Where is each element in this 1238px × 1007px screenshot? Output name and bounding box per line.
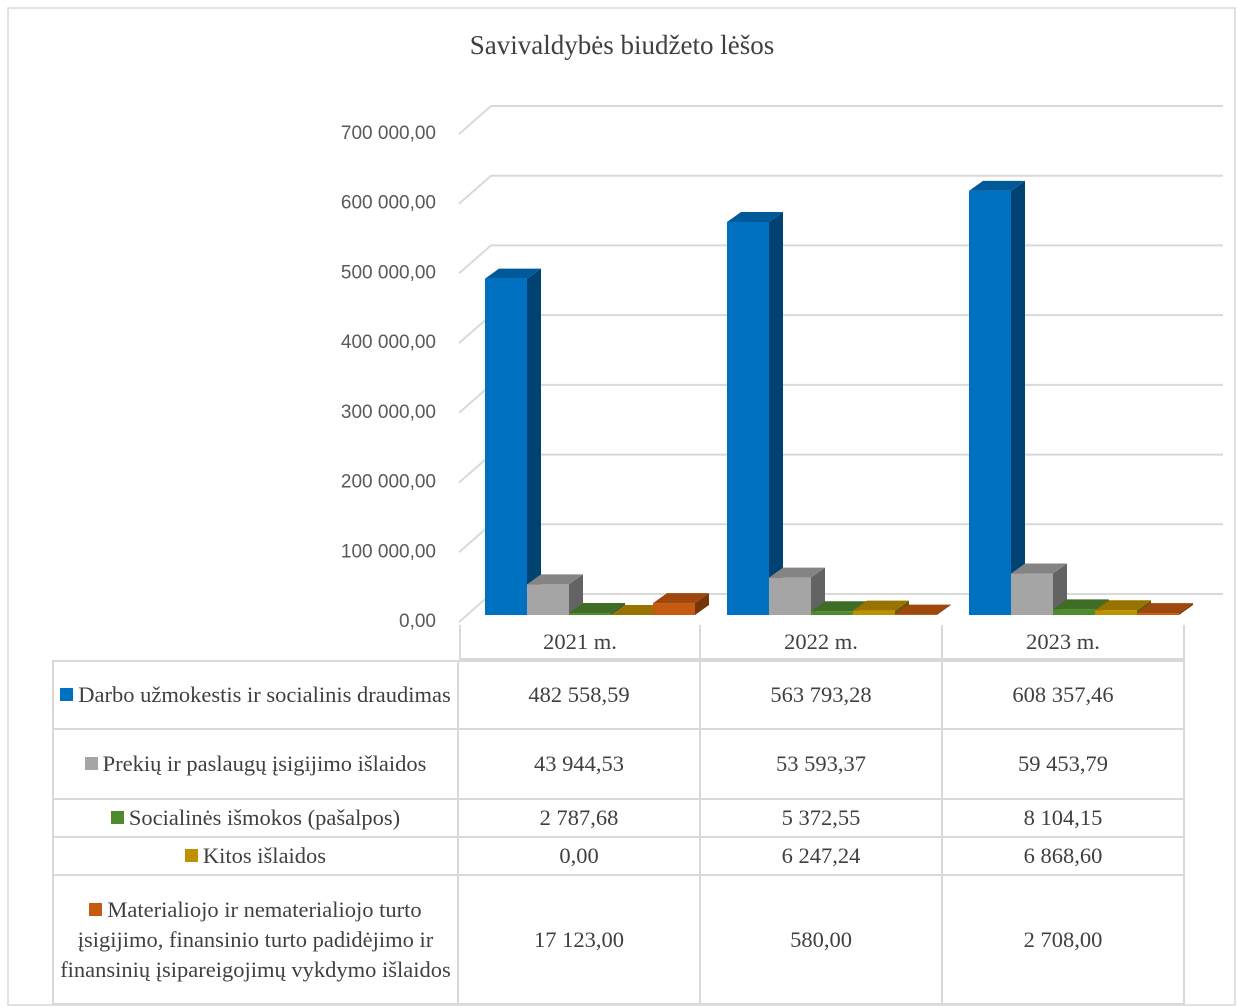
value-cell: 2 787,68 <box>459 800 701 838</box>
y-tick-label: 200 000,00 <box>341 472 436 493</box>
bar-top <box>1011 563 1067 574</box>
y-tick-label: 0,00 <box>399 611 436 632</box>
bar <box>1011 573 1053 615</box>
bar-top <box>895 604 951 615</box>
legend-entry: Materialiojo ir nematerialiojo turto įsi… <box>58 895 453 985</box>
bar <box>727 221 769 615</box>
value-cell: 53 593,37 <box>701 730 943 800</box>
grid-line <box>458 174 1223 205</box>
bar-side <box>611 603 625 615</box>
value-cell: 5 372,55 <box>701 800 943 838</box>
bar-top <box>853 600 909 611</box>
y-tick-label: 500 000,00 <box>341 262 436 283</box>
legend-key <box>110 811 124 824</box>
legend-cell: Materialiojo ir nematerialiojo turto įsi… <box>52 876 459 1005</box>
y-tick-label: 600 000,00 <box>341 193 436 214</box>
bar-side <box>895 600 909 615</box>
bar <box>769 577 811 615</box>
legend-label: Kitos išlaidos <box>202 843 327 868</box>
value-cell: 2 708,00 <box>943 876 1185 1005</box>
legend-label: Socialinės išmokos (pašalpos) <box>128 805 401 830</box>
legend-key <box>84 757 98 770</box>
grid-line <box>458 105 1223 135</box>
column-header: 2023 m. <box>943 625 1185 660</box>
legend-key <box>60 688 74 701</box>
legend-entry: Kitos išlaidos <box>184 841 327 871</box>
bar <box>1095 610 1137 615</box>
value-cell: 608 357,46 <box>943 660 1185 730</box>
bar-top <box>569 603 625 614</box>
bar-top <box>527 574 583 585</box>
legend-key <box>184 849 198 862</box>
chart-border <box>7 7 1236 1006</box>
bar-side <box>569 574 583 615</box>
legend-label: Materialiojo ir nematerialiojo turto įsi… <box>60 896 451 982</box>
bar <box>853 610 895 615</box>
value-cell: 6 247,24 <box>701 838 943 876</box>
legend-cell: Socialinės išmokos (pašalpos) <box>52 800 459 838</box>
bar-top <box>969 180 1025 191</box>
bar-top <box>1137 603 1193 614</box>
value-cell: 6 868,60 <box>943 838 1185 876</box>
bar-top <box>1095 600 1151 611</box>
bar <box>1137 613 1179 615</box>
chart-title: Savivaldybės biudžeto lėšos <box>470 30 774 60</box>
bar-side <box>1011 180 1025 615</box>
y-tick-label: 400 000,00 <box>341 332 436 353</box>
bar-side <box>695 593 709 615</box>
value-cell: 482 558,59 <box>459 660 701 730</box>
bar <box>811 611 853 615</box>
bar-side <box>527 268 541 615</box>
value-cell: 59 453,79 <box>943 730 1185 800</box>
bar-side <box>937 604 951 615</box>
bar-side <box>769 211 783 615</box>
legend-entry: Socialinės išmokos (pašalpos) <box>110 803 401 833</box>
value-cell: 563 793,28 <box>701 660 943 730</box>
bar <box>969 190 1011 615</box>
value-cell: 17 123,00 <box>459 876 701 1005</box>
legend-label: Prekių ir paslaugų įsigijimo išlaidos <box>102 751 427 776</box>
y-tick-label: 100 000,00 <box>341 541 436 562</box>
bar-top <box>811 601 867 612</box>
bar-top <box>653 593 709 604</box>
y-tick-label: 300 000,00 <box>341 402 436 423</box>
bar <box>653 603 695 615</box>
legend-key <box>89 902 103 916</box>
legend-entry: Darbo užmokestis ir socialinis draudimas <box>60 680 451 710</box>
value-cell: 43 944,53 <box>459 730 701 800</box>
legend-cell: Darbo užmokestis ir socialinis draudimas <box>52 660 459 730</box>
bar-top <box>1053 599 1109 610</box>
legend-label: Darbo užmokestis ir socialinis draudimas <box>78 682 451 707</box>
bar-top <box>485 268 541 279</box>
value-cell: 8 104,15 <box>943 800 1185 838</box>
bar-top <box>769 567 825 578</box>
bar-side <box>811 567 825 615</box>
column-header: 2022 m. <box>701 625 943 660</box>
value-cell: 0,00 <box>459 838 701 876</box>
y-tick-label: 700 000,00 <box>341 123 436 144</box>
bar-side <box>1179 603 1193 615</box>
legend-entry: Prekių ir paslaugų įsigijimo išlaidos <box>84 749 427 779</box>
bar <box>485 278 527 615</box>
bar <box>1053 609 1095 615</box>
bar <box>569 613 611 615</box>
legend-cell: Kitos išlaidos <box>52 838 459 876</box>
bar-top <box>727 211 783 222</box>
legend-cell: Prekių ir paslaugų įsigijimo išlaidos <box>52 730 459 800</box>
column-header: 2021 m. <box>459 625 701 660</box>
bar <box>527 584 569 615</box>
value-cell: 580,00 <box>701 876 943 1005</box>
